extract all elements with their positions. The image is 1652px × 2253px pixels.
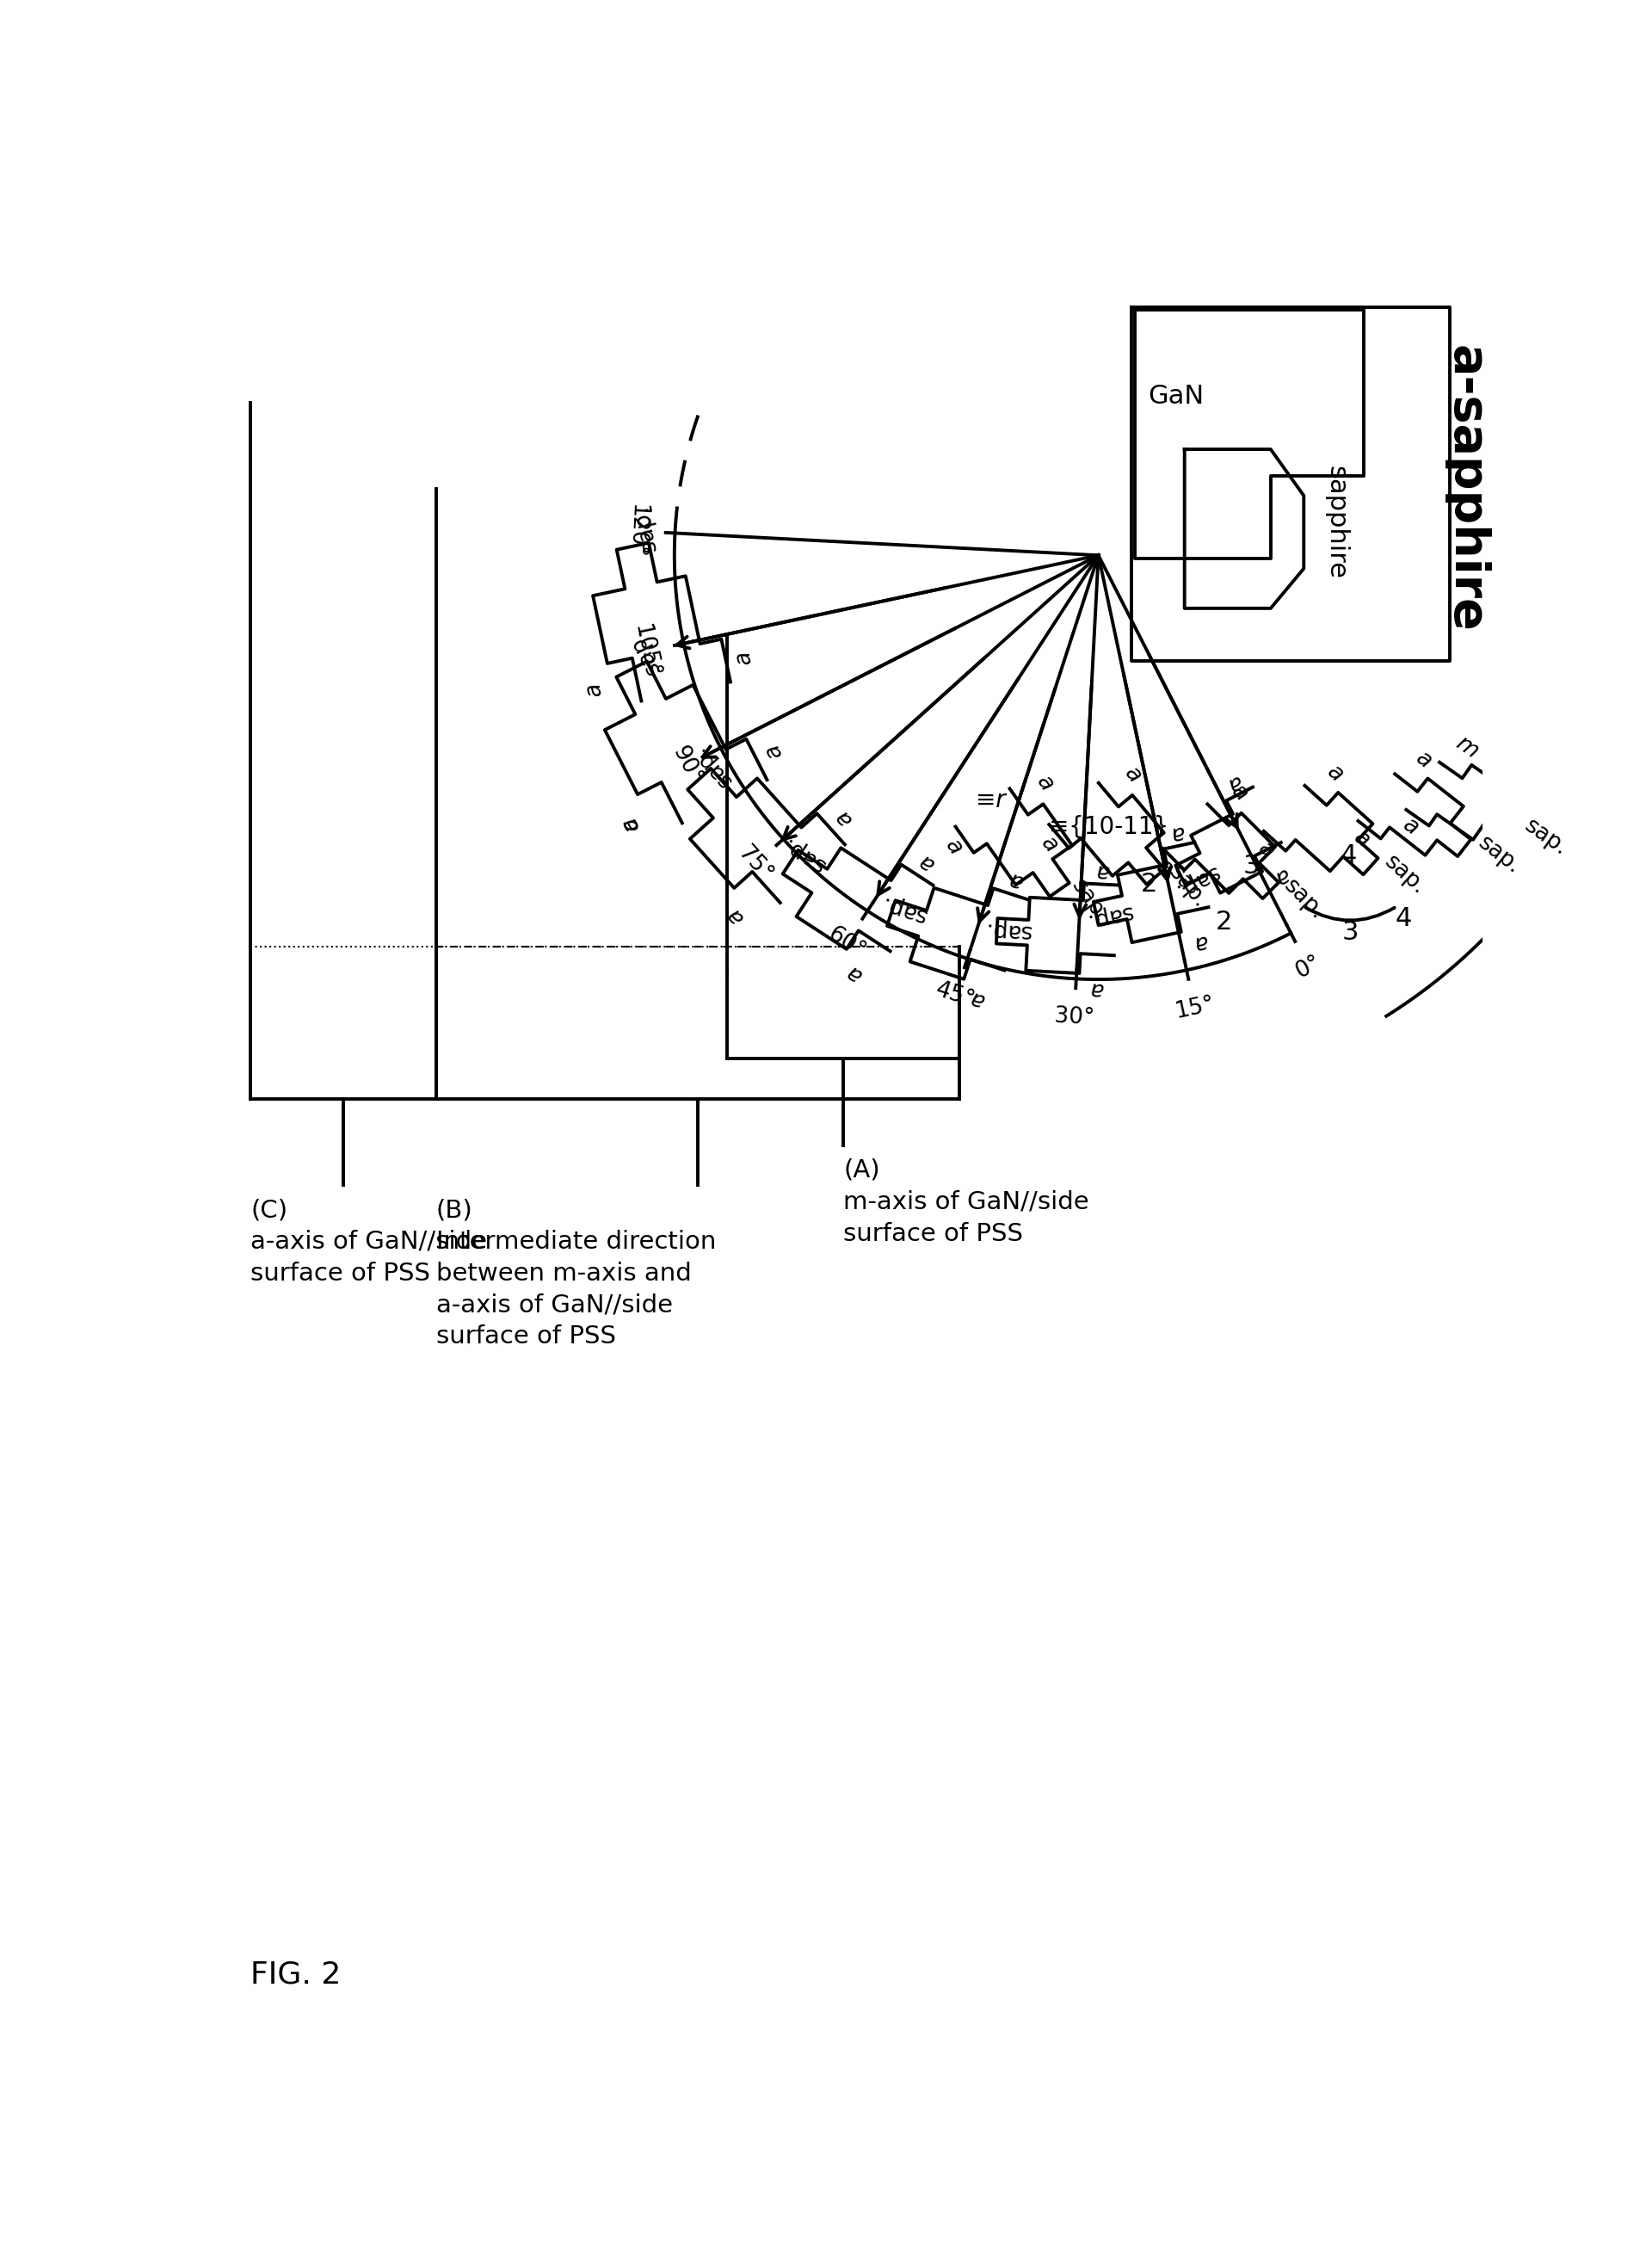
Text: 0°: 0°: [1292, 951, 1325, 982]
Text: sap.: sap.: [1170, 861, 1222, 901]
Text: a: a: [1323, 762, 1348, 786]
Text: 45°: 45°: [933, 978, 978, 1012]
Text: a: a: [1227, 780, 1252, 807]
Text: a: a: [940, 836, 966, 858]
Text: FIG. 2: FIG. 2: [251, 1960, 340, 1989]
Text: a: a: [914, 849, 938, 874]
Text: sap.: sap.: [778, 831, 829, 876]
Text: sap.: sap.: [877, 890, 928, 926]
Text: 30°: 30°: [1054, 1005, 1095, 1030]
Text: a: a: [1222, 771, 1246, 795]
Text: sap.: sap.: [983, 917, 1031, 942]
Text: sap.: sap.: [1379, 852, 1429, 899]
Text: a: a: [1254, 838, 1279, 863]
Text: a: a: [831, 804, 857, 829]
Text: 90°: 90°: [667, 741, 705, 789]
Text: a: a: [843, 960, 866, 987]
Text: a: a: [618, 811, 644, 834]
Text: 105°: 105°: [629, 622, 662, 680]
Text: 60°: 60°: [824, 924, 869, 964]
Text: sapphire: sapphire: [1323, 466, 1348, 579]
Text: 3: 3: [1244, 854, 1260, 879]
Text: 2: 2: [1216, 910, 1232, 935]
Text: (C)
a-axis of GaN//side
surface of PSS: (C) a-axis of GaN//side surface of PSS: [251, 1199, 487, 1286]
Text: sap.: sap.: [1279, 874, 1328, 924]
Text: a: a: [966, 987, 986, 1012]
Text: a: a: [582, 680, 606, 698]
Text: sap.: sap.: [1163, 861, 1211, 912]
Text: a-sapphire: a-sapphire: [1442, 345, 1490, 633]
Text: a: a: [1036, 831, 1062, 856]
Text: sap.: sap.: [687, 741, 737, 791]
Text: a: a: [1004, 867, 1024, 892]
Text: a: a: [1089, 978, 1104, 1000]
Text: sap.: sap.: [1067, 874, 1112, 926]
Text: sap.: sap.: [1520, 816, 1571, 861]
Text: a: a: [732, 647, 757, 667]
Text: 75°: 75°: [733, 843, 776, 888]
Text: (B)
Intermediate direction
between m-axis and
a-axis of GaN//side
surface of PSS: (B) Intermediate direction between m-axi…: [436, 1199, 715, 1350]
Text: GaN: GaN: [1148, 383, 1204, 408]
Text: ≡{10-11}: ≡{10-11}: [1049, 816, 1168, 838]
Text: c: c: [618, 813, 644, 834]
Text: sap.: sap.: [623, 626, 664, 678]
Text: 4: 4: [1394, 906, 1411, 930]
Text: sap.: sap.: [1084, 901, 1133, 933]
Text: a: a: [1270, 863, 1292, 890]
Text: (A)
m-axis of GaN//side
surface of PSS: (A) m-axis of GaN//side surface of PSS: [843, 1158, 1089, 1246]
Text: a: a: [1151, 856, 1178, 881]
Text: sap.: sap.: [629, 502, 661, 554]
Text: a: a: [722, 903, 748, 928]
Text: a: a: [760, 739, 786, 762]
Text: 3: 3: [1341, 919, 1358, 944]
Text: a: a: [1120, 762, 1145, 789]
Text: ≡r: ≡r: [976, 789, 1006, 813]
Text: a: a: [1399, 813, 1422, 840]
Text: a: a: [1411, 748, 1436, 773]
Text: a: a: [1191, 928, 1209, 953]
Text: a: a: [1032, 771, 1057, 795]
Text: a: a: [1350, 827, 1374, 852]
Text: m: m: [1452, 732, 1482, 764]
Text: a: a: [1094, 858, 1108, 881]
Text: 15°: 15°: [1173, 994, 1216, 1023]
Text: 120°: 120°: [624, 502, 649, 559]
Text: a: a: [1168, 820, 1186, 845]
Text: sap.: sap.: [1474, 831, 1525, 879]
Text: 4: 4: [1340, 843, 1358, 870]
Text: 2: 2: [1140, 872, 1156, 897]
